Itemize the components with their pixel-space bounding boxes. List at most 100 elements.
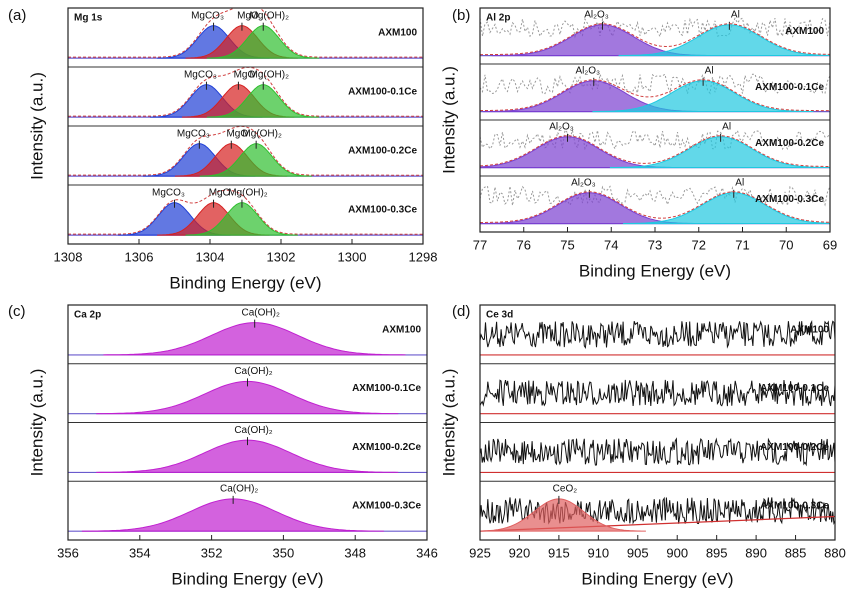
spectrum-trace — [480, 128, 830, 151]
peak-label: MgCO₃ — [177, 128, 210, 139]
x-tick-label: 70 — [779, 237, 793, 252]
x-tick-label: 1298 — [409, 249, 438, 264]
x-tick-label: 900 — [666, 545, 688, 560]
envelope-fit — [480, 191, 830, 223]
peak-label: MgO — [234, 69, 256, 80]
plot-area — [480, 320, 835, 532]
x-tick-label: 1302 — [267, 249, 296, 264]
x-tick-label: 905 — [627, 545, 649, 560]
spectrum-trace — [480, 437, 835, 467]
series-name: AXM100-0.2Ce — [352, 442, 421, 453]
spectrum-trace — [480, 17, 830, 39]
plot-frame — [67, 7, 424, 245]
peak-label: Mg(OH)₂ — [228, 187, 268, 198]
peak-label: CeO₂ — [553, 484, 578, 495]
peak-label: MgCO₃ — [184, 69, 217, 80]
region-label: Al 2p — [486, 13, 510, 24]
x-tick-label: 352 — [201, 545, 223, 560]
x-axis-label: Binding Energy (eV) — [579, 261, 731, 280]
series-name: AXM100-0.2Ce — [760, 442, 829, 453]
series-name: AXM100-0.1Ce — [755, 82, 824, 93]
y-axis-label: Intensity (a.u.) — [27, 369, 46, 477]
x-tick-label: 885 — [785, 545, 807, 560]
peak-label: Mg(OH)₂ — [250, 10, 290, 21]
x-tick-label: 880 — [824, 545, 846, 560]
series-name: AXM100 — [378, 27, 417, 38]
x-tick-label: 1300 — [338, 249, 367, 264]
x-tick-label: 73 — [648, 237, 662, 252]
peak-label: Ca(OH)₂ — [242, 307, 280, 318]
x-tick-label: 890 — [745, 545, 767, 560]
x-tick-label: 72 — [692, 237, 706, 252]
region-label: Ca 2p — [74, 310, 101, 321]
panel-label: (c) — [8, 303, 26, 320]
x-tick-label: 69 — [823, 237, 837, 252]
spectrum-trace — [480, 320, 835, 349]
series-name: AXM100 — [382, 324, 421, 335]
region-label: Mg 1s — [74, 13, 103, 24]
peak-label: Ca(OH)₂ — [234, 366, 272, 377]
peak-label: Al — [735, 177, 744, 188]
x-tick-label: 77 — [473, 237, 487, 252]
x-tick-label: 915 — [548, 545, 570, 560]
peak-label: MgO — [237, 10, 259, 21]
x-tick-label: 920 — [509, 545, 531, 560]
series-name: AXM100-0.1Ce — [352, 383, 421, 394]
panel-label: (d) — [452, 303, 470, 320]
x-tick-label: 350 — [273, 545, 295, 560]
peak-label: Al — [705, 65, 714, 76]
peak-label: Al₂O₃ — [549, 121, 574, 132]
peak-label: Al₂O₃ — [575, 65, 600, 76]
envelope-fit — [480, 79, 830, 112]
plot-area — [480, 17, 830, 225]
envelope-fit — [68, 125, 423, 176]
x-axis-label: Binding Energy (eV) — [169, 273, 321, 292]
envelope-fit — [480, 135, 830, 167]
x-tick-label: 71 — [735, 237, 749, 252]
peak-label: Al₂O₃ — [571, 177, 596, 188]
peak-label: MgCO₃ — [152, 187, 185, 198]
y-axis-label: Intensity (a.u.) — [439, 369, 458, 477]
x-axis-label: Binding Energy (eV) — [171, 569, 323, 588]
y-axis-label: Intensity (a.u.) — [27, 72, 46, 180]
plot-frame — [479, 304, 836, 541]
plot-frame — [67, 304, 428, 541]
plot-area — [68, 319, 427, 532]
x-tick-label: 74 — [604, 237, 618, 252]
peak-label: Al — [722, 121, 731, 132]
series-name: AXM100-0.3Ce — [760, 501, 829, 512]
series-name: AXM100-0.3Ce — [348, 204, 417, 215]
x-tick-label: 1306 — [125, 249, 154, 264]
envelope-fit — [480, 23, 830, 56]
series-name: AXM100 — [790, 324, 829, 335]
x-tick-label: 354 — [129, 545, 151, 560]
series-name: AXM100-0.2Ce — [755, 138, 824, 149]
spectrum-trace — [480, 185, 830, 207]
peak-label: Ca(OH)₂ — [220, 484, 258, 495]
region-label: Ce 3d — [486, 310, 513, 321]
panel-label: (b) — [452, 7, 470, 24]
series-name: AXM100-0.1Ce — [348, 86, 417, 97]
plot-area — [68, 8, 423, 236]
x-tick-label: 895 — [706, 545, 728, 560]
panel-label: (a) — [8, 7, 26, 24]
x-tick-label: 910 — [587, 545, 609, 560]
x-tick-label: 348 — [344, 545, 366, 560]
series-name: AXM100-0.2Ce — [348, 145, 417, 156]
x-tick-label: 925 — [469, 545, 491, 560]
y-axis-label: Intensity (a.u.) — [439, 66, 458, 174]
x-tick-label: 346 — [416, 545, 438, 560]
envelope-fit — [68, 66, 423, 117]
peak-label: Al — [731, 9, 740, 20]
series-name: AXM100-0.1Ce — [760, 383, 829, 394]
peak-label: Mg(OH)₂ — [250, 69, 290, 80]
peak-label: Ca(OH)₂ — [234, 425, 272, 436]
x-tick-label: 75 — [560, 237, 574, 252]
peak-label: MgO — [226, 128, 248, 139]
x-tick-label: 356 — [57, 545, 79, 560]
x-tick-label: 1304 — [196, 249, 225, 264]
series-name: AXM100 — [785, 26, 824, 37]
envelope-fit — [68, 189, 423, 235]
x-tick-label: 76 — [517, 237, 531, 252]
